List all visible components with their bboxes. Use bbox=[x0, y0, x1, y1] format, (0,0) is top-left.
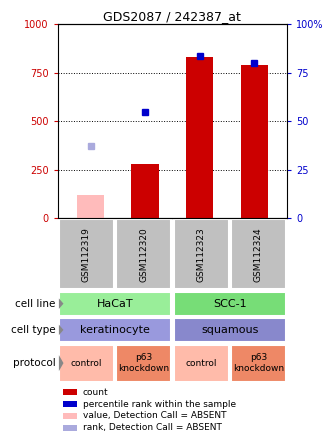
Bar bbox=[63, 425, 77, 431]
Bar bbox=[174, 292, 286, 316]
Text: GSM112323: GSM112323 bbox=[197, 227, 206, 281]
Text: HaCaT: HaCaT bbox=[97, 299, 133, 309]
Text: cell line: cell line bbox=[15, 299, 55, 309]
Text: percentile rank within the sample: percentile rank within the sample bbox=[83, 400, 236, 408]
Bar bbox=[116, 219, 171, 289]
Text: rank, Detection Call = ABSENT: rank, Detection Call = ABSENT bbox=[83, 424, 222, 432]
Bar bbox=[116, 345, 171, 381]
Text: value, Detection Call = ABSENT: value, Detection Call = ABSENT bbox=[83, 412, 226, 420]
Text: squamous: squamous bbox=[201, 325, 258, 335]
Bar bbox=[241, 65, 268, 218]
Text: cell type: cell type bbox=[11, 325, 55, 335]
Bar bbox=[59, 345, 114, 381]
Text: control: control bbox=[185, 359, 217, 368]
Bar bbox=[63, 389, 77, 395]
Bar bbox=[59, 318, 171, 342]
Text: keratinocyte: keratinocyte bbox=[80, 325, 150, 335]
Text: protocol: protocol bbox=[13, 358, 55, 368]
Bar bbox=[59, 292, 171, 316]
Text: GSM112324: GSM112324 bbox=[254, 227, 263, 281]
Polygon shape bbox=[59, 325, 63, 335]
Polygon shape bbox=[59, 355, 63, 371]
Text: GSM112320: GSM112320 bbox=[139, 227, 148, 281]
Text: p63
knockdown: p63 knockdown bbox=[233, 353, 284, 373]
Text: count: count bbox=[83, 388, 109, 396]
Bar bbox=[77, 195, 104, 218]
Bar bbox=[63, 413, 77, 419]
Bar bbox=[174, 219, 229, 289]
Text: p63
knockdown: p63 knockdown bbox=[118, 353, 169, 373]
Bar bbox=[174, 318, 286, 342]
Bar bbox=[59, 219, 114, 289]
Title: GDS2087 / 242387_at: GDS2087 / 242387_at bbox=[104, 10, 241, 23]
Bar bbox=[131, 164, 159, 218]
Polygon shape bbox=[59, 298, 63, 309]
Bar bbox=[174, 345, 229, 381]
Bar bbox=[63, 401, 77, 407]
Bar bbox=[231, 345, 286, 381]
Text: GSM112319: GSM112319 bbox=[82, 227, 91, 281]
Text: control: control bbox=[71, 359, 102, 368]
Bar bbox=[186, 57, 214, 218]
Text: SCC-1: SCC-1 bbox=[213, 299, 247, 309]
Bar bbox=[231, 219, 286, 289]
